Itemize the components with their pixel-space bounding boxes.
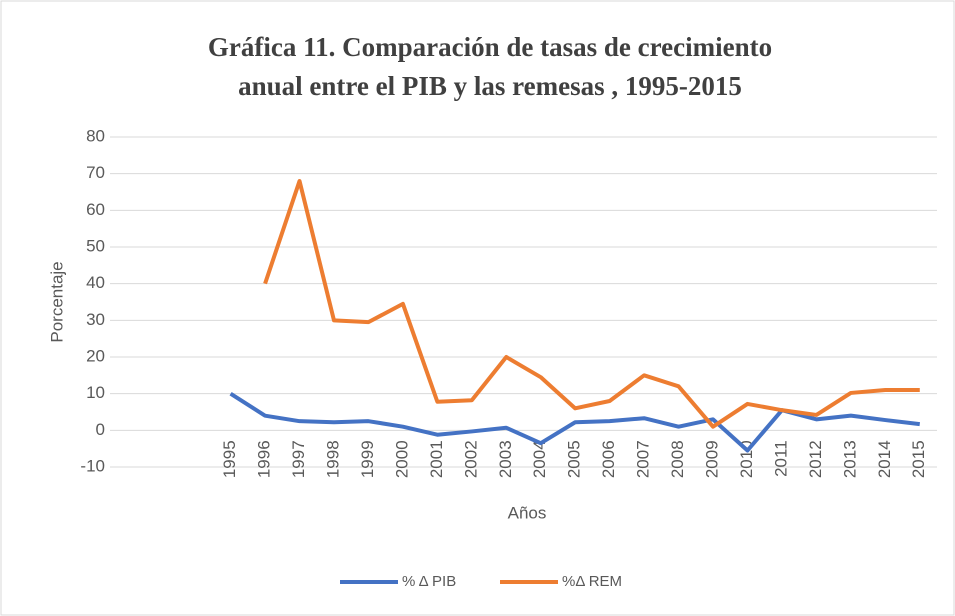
x-tick-label: 1999 [358, 440, 377, 478]
y-axis-label: Porcentaje [47, 261, 66, 342]
x-tick-label: 2007 [634, 440, 653, 478]
chart-title: anual entre el PIB y las remesas , 1995-… [238, 71, 742, 101]
y-tick-label: 60 [86, 200, 105, 219]
x-tick-label: 2015 [909, 440, 928, 478]
x-tick-label: 2005 [565, 440, 584, 478]
x-tick-label: 2012 [806, 440, 825, 478]
line-series [229, 391, 921, 453]
x-tick-label: 2006 [599, 440, 618, 478]
x-tick-label: 2000 [392, 440, 411, 478]
legend-label: %Δ REM [562, 573, 622, 590]
x-tick-label: 1998 [323, 440, 342, 478]
y-tick-label: 10 [86, 383, 105, 402]
line-series [263, 179, 920, 429]
y-tick-label: 50 [86, 236, 105, 255]
x-tick-label: 2014 [875, 440, 894, 478]
x-tick-label: 1995 [220, 440, 239, 478]
x-tick-label: 2004 [530, 440, 549, 478]
legend-label: % Δ PIB [402, 573, 456, 590]
x-tick-label: 2001 [427, 440, 446, 478]
x-tick-label: 2009 [703, 440, 722, 478]
y-tick-label: 20 [86, 346, 105, 365]
x-tick-label: 2002 [461, 440, 480, 478]
chart-title: Gráfica 11. Comparación de tasas de crec… [208, 32, 772, 62]
x-tick-label: 2010 [737, 440, 756, 478]
y-tick-label: -10 [80, 456, 105, 475]
y-tick-label: 0 [96, 420, 105, 439]
x-tick-label: 2008 [668, 440, 687, 478]
y-tick-label: 40 [86, 273, 105, 292]
y-tick-label: 80 [86, 126, 105, 145]
x-tick-label: 1996 [255, 440, 274, 478]
x-tick-label: 2011 [771, 440, 790, 477]
x-tick-label: 2003 [496, 440, 515, 478]
x-tick-label: 2013 [840, 440, 859, 478]
y-tick-label: 30 [86, 310, 105, 329]
x-axis-label: Años [508, 503, 547, 522]
y-tick-label: 70 [86, 163, 105, 182]
x-tick-label: 1997 [289, 440, 308, 478]
